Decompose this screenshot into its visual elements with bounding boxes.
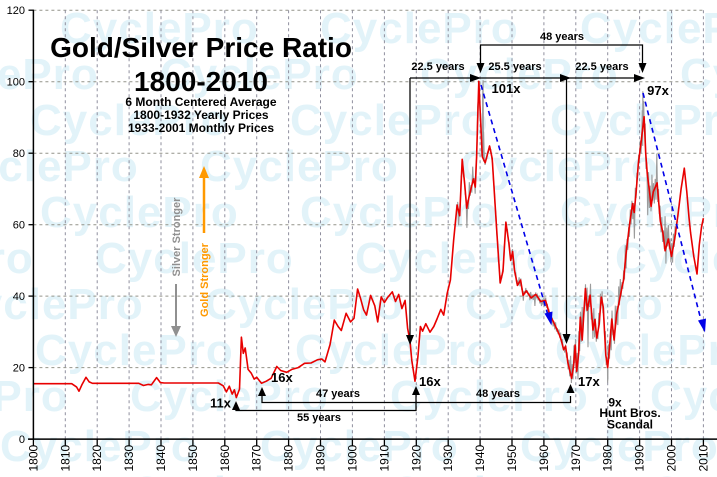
svg-text:1960: 1960 <box>537 444 551 471</box>
svg-text:17x: 17x <box>578 374 600 389</box>
svg-text:1930: 1930 <box>441 444 455 471</box>
svg-text:47 years: 47 years <box>316 388 360 400</box>
svg-text:1870: 1870 <box>250 444 264 471</box>
svg-text:40: 40 <box>13 291 25 303</box>
svg-text:1860: 1860 <box>218 444 232 471</box>
svg-text:1900: 1900 <box>345 444 359 471</box>
svg-text:25.5 years: 25.5 years <box>488 61 541 73</box>
svg-text:48 years: 48 years <box>476 388 520 400</box>
svg-text:55 years: 55 years <box>297 412 341 424</box>
svg-text:120: 120 <box>7 5 25 17</box>
svg-text:1850: 1850 <box>186 444 200 471</box>
svg-text:1980: 1980 <box>601 444 615 471</box>
svg-text:20: 20 <box>13 363 25 375</box>
svg-text:22.5 years: 22.5 years <box>411 61 464 73</box>
svg-text:1940: 1940 <box>473 444 487 471</box>
svg-text:1810: 1810 <box>58 444 72 471</box>
svg-text:100: 100 <box>7 77 25 89</box>
svg-text:Gold Stronger: Gold Stronger <box>199 242 211 317</box>
svg-text:1880: 1880 <box>282 444 296 471</box>
svg-text:101x: 101x <box>492 81 522 96</box>
svg-text:1820: 1820 <box>90 444 104 471</box>
svg-text:1910: 1910 <box>377 444 391 471</box>
svg-text:1920: 1920 <box>409 444 423 471</box>
svg-text:1950: 1950 <box>505 444 519 471</box>
svg-text:16x: 16x <box>419 374 441 389</box>
svg-text:48 years: 48 years <box>540 31 584 43</box>
svg-text:1840: 1840 <box>154 444 168 471</box>
svg-text:80: 80 <box>13 148 25 160</box>
svg-text:2010: 2010 <box>696 444 710 471</box>
svg-text:9x: 9x <box>608 396 622 410</box>
svg-text:1890: 1890 <box>314 444 328 471</box>
svg-text:60: 60 <box>13 220 25 232</box>
svg-text:1830: 1830 <box>122 444 136 471</box>
svg-text:97x: 97x <box>647 83 669 98</box>
svg-text:1970: 1970 <box>569 444 583 471</box>
svg-text:22.5 years: 22.5 years <box>575 61 628 73</box>
svg-text:Hunt Bros.: Hunt Bros. <box>599 406 660 420</box>
svg-text:Scandal: Scandal <box>607 418 653 432</box>
svg-text:2000: 2000 <box>665 444 679 471</box>
svg-text:11x: 11x <box>210 396 232 411</box>
svg-text:1990: 1990 <box>633 444 647 471</box>
svg-text:Silver Stronger: Silver Stronger <box>171 197 183 277</box>
svg-text:0: 0 <box>19 434 25 446</box>
svg-text:1800: 1800 <box>26 444 40 471</box>
svg-text:16x: 16x <box>271 370 293 385</box>
